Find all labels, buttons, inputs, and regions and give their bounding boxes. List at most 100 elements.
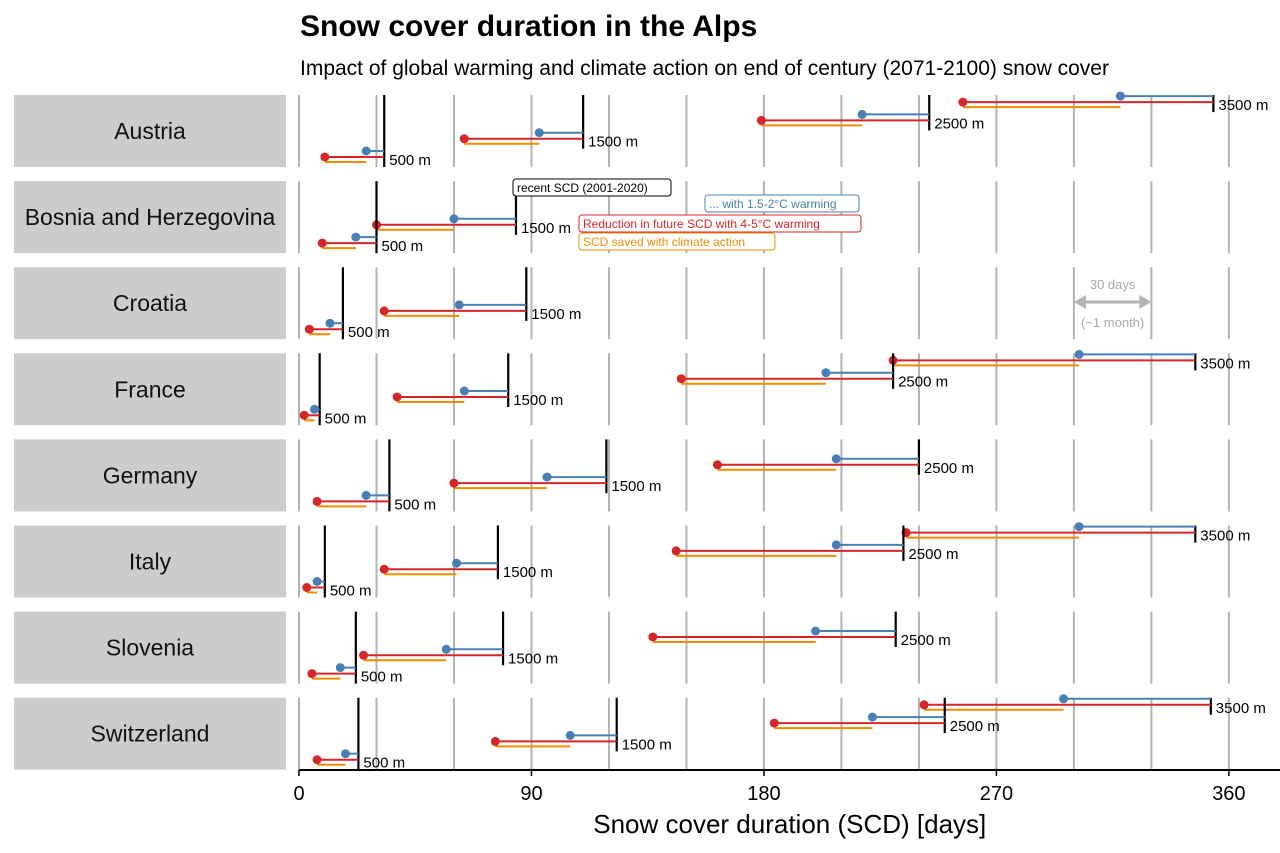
elevation-label: 3500 m (1216, 700, 1266, 717)
strip-background (14, 439, 286, 512)
row-2500m: 2500 m (676, 353, 948, 391)
strip-background (14, 611, 286, 684)
strip-label: Slovenia (106, 635, 194, 661)
severe-warming-point (648, 632, 658, 642)
legend-label: Reduction in future SCD with 4-5°C warmi… (583, 217, 820, 231)
legend-item-recent: recent SCD (2001-2020) (512, 178, 672, 197)
severe-warming-point (671, 546, 681, 556)
panel-switzerland: Switzerland 3500 m 2500 m 1500 m 500 m (14, 694, 1266, 772)
elevation-label: 2500 m (898, 374, 948, 391)
mild-warming-point (1074, 522, 1084, 532)
severe-warming-point (449, 478, 459, 488)
strip-label: Switzerland (91, 721, 210, 747)
severe-warming-point (712, 460, 722, 470)
mild-warming-point (361, 146, 371, 156)
strip-background (14, 181, 286, 254)
elevation-label: 500 m (348, 324, 390, 341)
severe-warming-point (756, 115, 766, 125)
elevation-label: 1500 m (622, 736, 672, 753)
legend-label: SCD saved with climate action (583, 235, 745, 249)
elevation-label: 2500 m (908, 546, 958, 563)
severe-warming-point (490, 736, 500, 746)
panel-france: France 3500 m 2500 m 1500 m 500 m (14, 349, 1250, 427)
panel-croatia: Croatia 1500 m 500 m (14, 267, 1230, 341)
severe-warming-point (299, 410, 309, 420)
row-500m: 500 m (312, 697, 405, 772)
elevation-label: 3500 m (1200, 528, 1250, 545)
row-500m: 500 m (312, 439, 436, 513)
severe-warming-point (958, 97, 968, 107)
x-axis: 0 90 180 270 360 Snow cover duration (SCD) [d… (293, 769, 1280, 839)
row-2500m: 2500 m (769, 697, 1000, 735)
mild-warming-point (325, 318, 335, 328)
row-1500m: 1500 m (379, 267, 581, 323)
elevation-label: 500 m (389, 152, 431, 169)
strip-background (14, 525, 286, 598)
row-3500m: 3500 m (958, 91, 1268, 114)
row-3500m: 3500 m (919, 694, 1266, 717)
panel-austria: Austria 3500 m 2500 m 1500 m 500 m (14, 91, 1268, 169)
severe-warming-point (312, 755, 322, 765)
x-tick-label: 180 (747, 783, 780, 805)
panel-germany: Germany 2500 m 1500 m 500 m (14, 439, 1230, 513)
row-3500m: 3500 m (888, 349, 1250, 372)
legend-box (578, 214, 862, 233)
legend-item-mild: ... with 1.5-2°C warming (704, 194, 860, 213)
strip-background (14, 95, 286, 167)
row-500m: 500 m (302, 525, 372, 600)
severe-warming-point (459, 134, 469, 144)
elevation-label: 500 m (381, 238, 423, 255)
elevation-label: 500 m (363, 755, 405, 772)
scale-annotation: 30 days (~1 month) (1073, 277, 1152, 330)
mild-warming-point (1059, 694, 1069, 704)
elevation-label: 500 m (330, 583, 372, 600)
strip-label: France (114, 376, 186, 402)
row-1500m: 1500 m (392, 353, 563, 409)
mild-warming-point (831, 454, 841, 464)
legend-label: ... with 1.5-2°C warming (709, 197, 837, 211)
mild-warming-point (361, 490, 371, 500)
elevation-label: 1500 m (531, 306, 581, 323)
scale-arrow-right-head (1139, 295, 1152, 309)
severe-warming-point (379, 564, 389, 574)
legend-item-saved: SCD saved with climate action (578, 232, 776, 251)
mild-warming-point (340, 749, 350, 759)
row-1500m: 1500 m (449, 439, 661, 495)
elevation-label: 1500 m (521, 220, 571, 237)
elevation-label: 1500 m (503, 564, 553, 581)
elevation-label: 1500 m (588, 134, 638, 151)
severe-warming-point (392, 392, 402, 402)
scale-label: 30 days (1090, 277, 1136, 292)
scale-sublabel: (~1 month) (1081, 315, 1144, 330)
elevation-label: 2500 m (901, 632, 951, 649)
chart-title: Snow cover duration in the Alps (300, 10, 757, 43)
row-500m: 500 m (320, 95, 431, 169)
legend-box (704, 194, 860, 213)
severe-warming-point (307, 669, 317, 679)
mild-warming-point (459, 386, 469, 396)
mild-warming-point (565, 730, 575, 740)
x-tick-label: 270 (980, 783, 1013, 805)
row-3500m: 3500 m (901, 522, 1250, 545)
mild-warming-point (857, 109, 867, 119)
legend-item-severe: Reduction in future SCD with 4-5°C warmi… (578, 214, 862, 233)
elevation-label: 3500 m (1200, 355, 1250, 372)
severe-warming-point (769, 718, 779, 728)
mild-warming-point (542, 472, 552, 482)
elevation-label: 1500 m (611, 478, 661, 495)
mild-warming-point (312, 577, 322, 586)
mild-warming-point (831, 540, 841, 550)
x-tick-label: 360 (1212, 783, 1245, 805)
legend-label: recent SCD (2001-2020) (517, 181, 648, 195)
mild-warming-point (441, 644, 451, 654)
row-1500m: 1500 m (459, 95, 638, 151)
panel-slovenia: Slovenia 2500 m 1500 m 500 m (14, 611, 1230, 686)
strip-background (14, 267, 286, 340)
severe-warming-point (676, 374, 686, 384)
legend: recent SCD (2001-2020) ... with 1.5-2°C w… (512, 178, 862, 251)
panel-italy: Italy 3500 m 2500 m 1500 m 500 m (14, 522, 1250, 600)
elevation-label: 500 m (361, 669, 403, 686)
strip-label: Austria (114, 118, 186, 144)
